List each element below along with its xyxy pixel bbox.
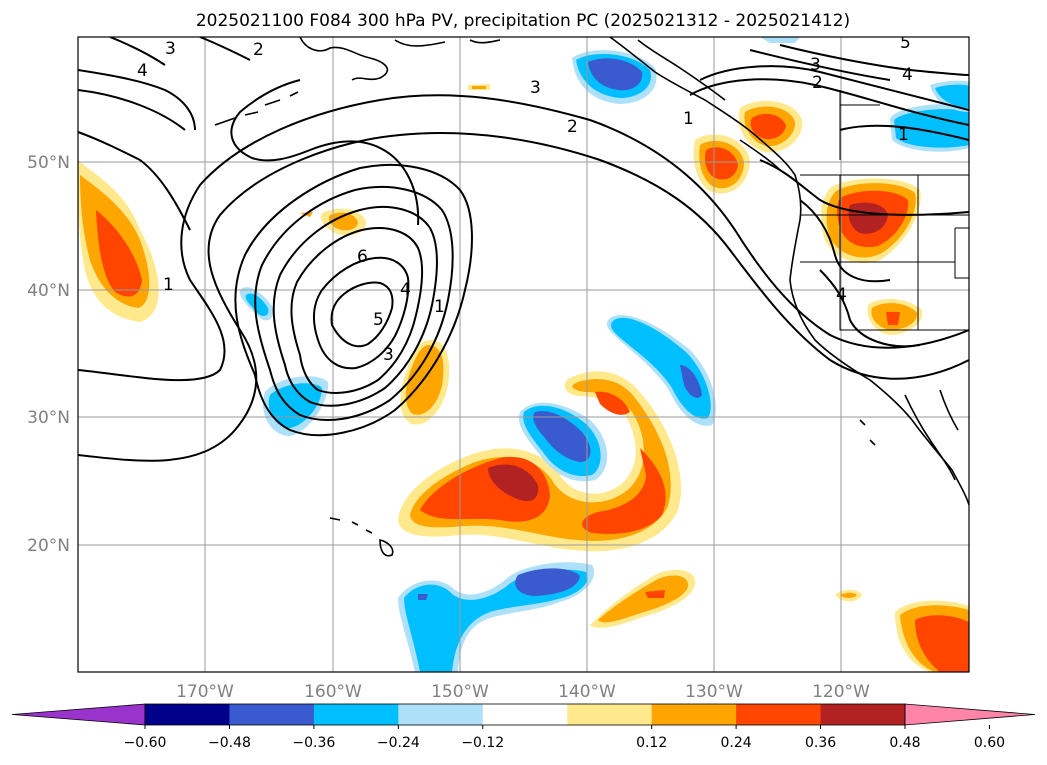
colorbar	[11, 703, 1036, 726]
contour-label: 5	[900, 33, 911, 53]
colorbar-frame	[144, 703, 906, 726]
lat-label: 50°N	[27, 153, 70, 173]
contour-label: 6	[357, 247, 368, 267]
lon-label: 160°W	[304, 682, 362, 702]
contour-label: 3	[165, 39, 176, 59]
lon-label: 150°W	[431, 682, 489, 702]
longitude-labels: 170°W 160°W 150°W 140°W 130°W 120°W	[176, 682, 870, 702]
map-background	[78, 37, 969, 672]
lat-label: 20°N	[27, 536, 70, 556]
map-title: 2025021100 F084 300 hPa PV, precipitatio…	[196, 11, 850, 31]
colorbar-tick-label: 0.24	[721, 735, 752, 751]
contour-1-outer	[78, 131, 969, 462]
colorbar-tick-label: −0.36	[292, 735, 335, 751]
map-layer: 3 2 4 3 2 5 3 2 4 1 1 6 4 5 3 1 4 1	[78, 33, 969, 672]
contour-label: 1	[683, 109, 694, 129]
colorbar-tick-label: −0.60	[124, 735, 167, 751]
contour-low-outer	[234, 163, 473, 437]
lon-label: 130°W	[685, 682, 743, 702]
colorbar-ticks: −0.60 −0.48 −0.36 −0.24 −0.12 0.12 0.24 0.36 0.4…	[124, 725, 1005, 751]
contour-labels: 3 2 4 3 2 5 3 2 4 1 1 6 4 5 3 1 4 1	[137, 33, 913, 365]
contour-label: 1	[163, 275, 174, 295]
contour-label: 1	[434, 297, 445, 317]
contour-label: 3	[383, 345, 394, 365]
contour-label: 4	[137, 61, 148, 81]
precip-negative-areas	[239, 37, 969, 672]
colorbar-extend-min	[11, 703, 146, 726]
contour-label: 3	[530, 78, 541, 98]
colorbar-segment	[820, 704, 906, 725]
colorbar-tick-label: −0.24	[377, 735, 420, 751]
colorbar-tick-label: −0.48	[208, 735, 251, 751]
contour-label: 2	[567, 117, 578, 137]
colorbar-tick-label: 0.48	[889, 735, 920, 751]
contour-2-outer	[78, 94, 969, 382]
colorbar-segment	[313, 704, 399, 725]
colorbar-segment	[567, 704, 653, 725]
lon-label: 170°W	[176, 682, 234, 702]
colorbar-segment	[736, 704, 822, 725]
colorbar-extend-max	[904, 703, 1036, 726]
contour-label: 4	[836, 285, 847, 305]
colorbar-segment	[229, 704, 315, 725]
colorbar-tick-label: 0.36	[805, 735, 836, 751]
contour-3-outer	[78, 69, 196, 231]
colorbar-tick-label: −0.12	[461, 735, 504, 751]
lon-label: 120°W	[812, 682, 870, 702]
colorbar-tick-label: 0.60	[974, 735, 1005, 751]
colorbar-tick-label: 0.12	[636, 735, 667, 751]
lon-label: 140°W	[558, 682, 616, 702]
gridlines	[78, 37, 969, 672]
contour-label: 1	[898, 125, 909, 145]
contour-label: 5	[373, 310, 384, 330]
colorbar-segment	[482, 704, 568, 725]
contour-label: 4	[902, 65, 913, 85]
lat-label: 40°N	[27, 281, 70, 301]
map-frame	[77, 36, 970, 673]
contour-label: 2	[812, 73, 823, 93]
contour-label: 4	[400, 280, 411, 300]
colorbar-segment	[651, 704, 737, 725]
contour-label: 2	[253, 40, 264, 60]
colorbar-segment	[145, 704, 230, 725]
contour-label: 3	[810, 55, 821, 75]
colorbar-segment	[398, 704, 484, 725]
pv-contours	[78, 37, 969, 462]
latitude-labels: 50°N 40°N 30°N 20°N	[27, 153, 70, 556]
lat-label: 30°N	[27, 408, 70, 428]
